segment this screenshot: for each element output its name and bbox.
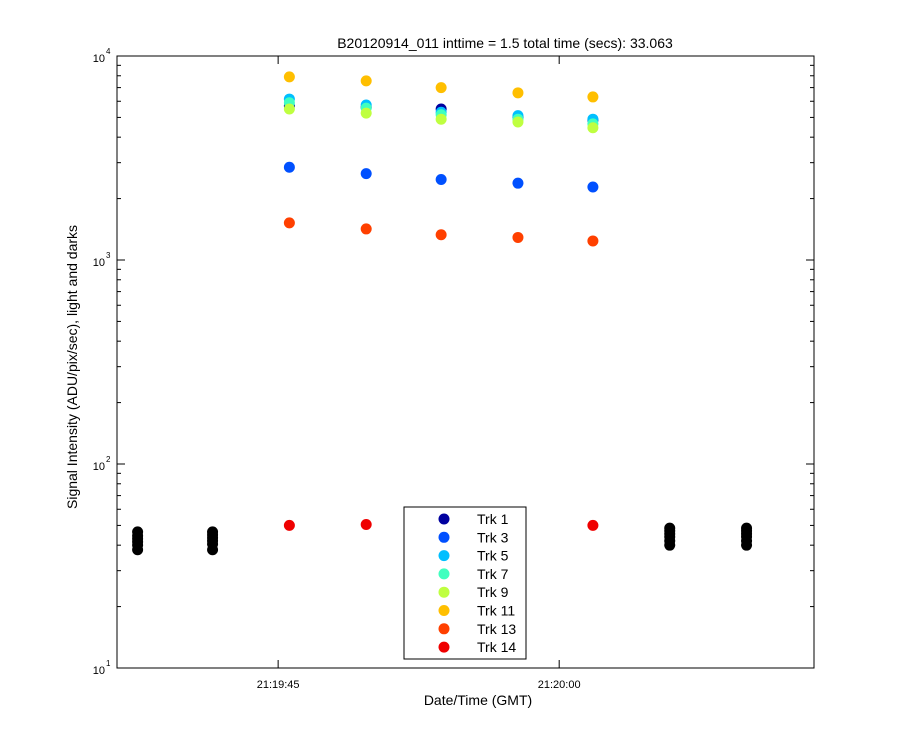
legend-marker-trk-5: [438, 550, 450, 562]
trk-13-point: [283, 217, 295, 229]
y-tick-label: 10: [93, 257, 105, 269]
dark-frame-point: [132, 544, 144, 556]
y-tick-exponent: 1: [106, 659, 111, 668]
trk-3-point: [283, 161, 295, 173]
dark-frame-point: [207, 544, 219, 556]
trk-11-point: [283, 71, 295, 83]
trk-9-point: [435, 113, 447, 125]
chart-title: B20120914_011 inttime = 1.5 total time (…: [337, 35, 673, 51]
legend-marker-trk-7: [438, 568, 450, 580]
x-tick-label: 21:19:45: [257, 679, 300, 691]
legend-marker-trk-9: [438, 586, 450, 598]
trk-11-point: [587, 91, 599, 103]
legend-label-trk-14: Trk 14: [477, 639, 516, 655]
axis-ticks: [117, 56, 814, 669]
trk-3-point: [587, 181, 599, 193]
y-tick-exponent: 3: [106, 251, 111, 260]
trk-13-point: [435, 229, 447, 241]
trk-11-point: [435, 82, 447, 94]
trk-3-point: [435, 174, 447, 186]
dark-frame-point: [664, 539, 676, 551]
legend-label-trk-9: Trk 9: [477, 584, 509, 600]
trk-9-point: [512, 116, 524, 128]
legend-box: [403, 506, 527, 660]
legend-marker-trk-3: [438, 531, 450, 543]
trk-13-point: [512, 231, 524, 243]
legend-marker-trk-13: [438, 623, 450, 635]
y-tick-exponent: 4: [106, 47, 111, 56]
trk-11-point: [512, 87, 524, 99]
trk-11-point: [360, 75, 372, 87]
trk-14-point: [283, 519, 295, 531]
legend-label-trk-5: Trk 5: [477, 548, 509, 564]
y-axis-label: Signal Intensity (ADU/pix/sec), light an…: [64, 225, 80, 509]
legend-marker-trk-1: [438, 513, 450, 525]
x-tick-labels: 21:19:45 21:20:00: [257, 679, 581, 691]
dark-frame-point: [741, 539, 753, 551]
trk-3-point: [360, 168, 372, 180]
trk-9-point: [587, 122, 599, 134]
legend-marker-trk-14: [438, 641, 450, 653]
legend-marker-trk-11: [438, 605, 450, 616]
legend-label-trk-13: Trk 13: [477, 621, 516, 637]
trk-14-point: [360, 519, 372, 531]
trk-9-point: [283, 103, 295, 115]
data-markers: [132, 71, 753, 556]
legend-label-trk-3: Trk 3: [477, 529, 509, 545]
x-tick-label: 21:20:00: [538, 679, 581, 691]
trk-9-point: [360, 107, 372, 119]
trk-3-point: [512, 177, 524, 189]
y-tick-label: 10: [93, 461, 105, 473]
trk-13-point: [587, 235, 599, 247]
legend-label-trk-1: Trk 1: [477, 511, 509, 527]
y-tick-label: 10: [93, 665, 105, 677]
trk-13-point: [360, 223, 372, 235]
legend-label-trk-7: Trk 7: [477, 566, 509, 582]
trk-14-point: [587, 519, 599, 531]
legend: Trk 1 Trk 3 Trk 5 Trk 7 Trk 9 Trk 11 Trk 13 Trk…: [403, 506, 527, 660]
legend-label-trk-11: Trk 11: [477, 603, 515, 619]
x-axis-label: Date/Time (GMT): [424, 692, 532, 708]
y-tick-label: 10: [93, 53, 105, 65]
y-tick-exponent: 2: [106, 455, 111, 464]
